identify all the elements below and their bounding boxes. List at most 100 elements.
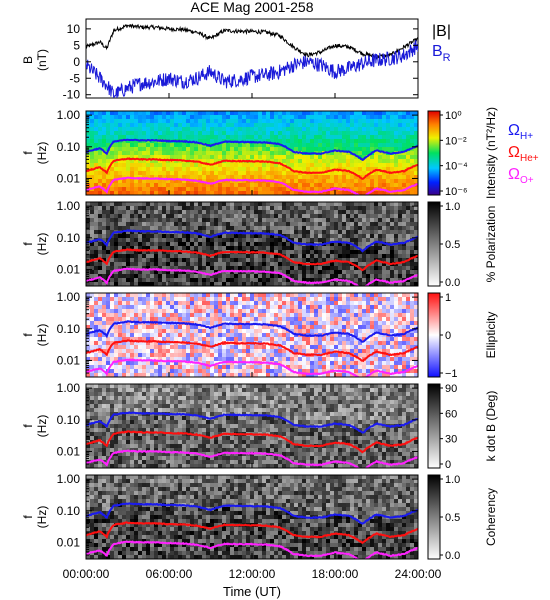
spectrogram-cell	[174, 175, 179, 180]
spectrogram-cell	[146, 313, 151, 318]
spectrogram-cell	[90, 179, 95, 184]
spectrogram-cell	[342, 337, 347, 342]
spectrogram-cell	[282, 214, 287, 219]
spectrogram-cell	[242, 115, 247, 120]
spectrogram-cell	[358, 187, 363, 192]
spectrogram-cell	[346, 333, 351, 338]
spectrogram-cell	[342, 329, 347, 334]
spectrogram-cell	[178, 218, 183, 223]
spectrogram-cell	[158, 226, 163, 231]
spectrogram-cell	[138, 210, 143, 215]
spectrogram-cell	[282, 270, 287, 275]
spectrogram-cell	[250, 151, 255, 156]
spectrogram-cell	[278, 214, 283, 219]
spectrogram-cell	[266, 119, 271, 124]
spectrogram-cell	[110, 123, 115, 128]
spectrogram-cell	[90, 297, 95, 302]
spectrogram-cell	[406, 175, 411, 180]
gyrofrequency-oplus-line	[86, 267, 418, 286]
spectrogram-cell	[202, 282, 207, 286]
spectrogram-cell	[98, 345, 103, 350]
spectrogram-cell	[390, 175, 395, 180]
spectrogram-cell	[102, 163, 107, 168]
spectrogram-cell	[378, 135, 383, 140]
spectrogram-cell	[294, 361, 299, 366]
spectrogram-cell	[302, 230, 307, 235]
spectrogram-cell	[122, 183, 127, 188]
spectrogram-cell	[266, 337, 271, 342]
spectrogram-cell	[94, 234, 99, 239]
spectrogram-cell	[286, 258, 291, 263]
spectrogram-cell	[202, 151, 207, 156]
spectrogram-cell	[398, 234, 403, 239]
spectrogram-cell	[398, 230, 403, 235]
spectrogram-cell	[106, 183, 111, 188]
spectrogram-cell	[246, 365, 251, 370]
spectrogram-cell	[154, 147, 159, 152]
spectrogram-cell	[370, 230, 375, 235]
spectrogram-cell	[402, 262, 407, 267]
spectrogram-cell	[394, 183, 399, 188]
spectrogram-cell	[366, 163, 371, 168]
spectrogram-cell	[134, 127, 139, 132]
spectrogram-cell	[350, 282, 355, 286]
spectrogram-cell	[226, 313, 231, 318]
spectrogram-cell	[318, 282, 323, 286]
spectrogram-cell	[214, 206, 219, 211]
spectrogram-cell	[106, 115, 111, 120]
spectrogram-cell	[322, 226, 327, 231]
spectrogram-cell	[226, 175, 231, 180]
spectrogram-cell	[118, 179, 123, 184]
spectrogram-cell	[246, 167, 251, 172]
spectrogram-cell	[234, 317, 239, 322]
spectrogram-cell	[306, 135, 311, 140]
spectrogram-cell	[222, 127, 227, 132]
spectrogram-cell	[394, 278, 399, 283]
spectrogram-cell	[94, 171, 99, 176]
spectrogram-cell	[118, 317, 123, 322]
spectrogram-cell	[150, 270, 155, 275]
spectrogram-cell	[118, 222, 123, 227]
colorbar-tick-label: 1.0	[445, 201, 460, 213]
spectrogram-cell	[106, 206, 111, 211]
spectrogram-cell	[90, 234, 95, 239]
spectrogram-cell	[262, 254, 267, 259]
spectrogram-cell	[346, 317, 351, 322]
spectrogram-cell	[158, 234, 163, 239]
spectrogram-cell	[126, 270, 131, 275]
spectrogram-cell	[306, 234, 311, 239]
spectrogram-cell	[218, 309, 223, 314]
spectrogram-cell	[230, 325, 235, 330]
spectrogram-cell	[266, 246, 271, 251]
spectrogram-cell	[366, 270, 371, 275]
spectrogram-cell	[398, 187, 403, 192]
spectrogram-cell	[202, 115, 207, 120]
spectrogram-cell	[294, 309, 299, 314]
spectrogram-cell	[294, 214, 299, 219]
spectrogram-cell	[302, 266, 307, 271]
spectrogram-cell	[154, 226, 159, 231]
spectrogram-cell	[138, 119, 143, 124]
spectrogram-cell	[278, 369, 283, 374]
spectrogram-cell	[366, 206, 371, 211]
spectrogram-cell	[230, 357, 235, 362]
spectrogram-cell	[402, 115, 407, 120]
spectrogram-cell	[190, 183, 195, 188]
spectrogram-cell	[170, 119, 175, 124]
spectrogram-cell	[382, 147, 387, 152]
spectrogram-cell	[270, 329, 275, 334]
spectrogram-cell	[194, 353, 199, 358]
spectrogram-cell	[146, 365, 151, 370]
spectrogram-cell	[202, 226, 207, 231]
spectrogram-cell	[134, 218, 139, 223]
spectrogram-cell	[242, 305, 247, 310]
spectrogram-cell	[346, 329, 351, 334]
spectrogram-cell	[414, 151, 418, 156]
spectrogram-cell	[298, 167, 303, 172]
spectrogram-cell	[134, 214, 139, 219]
spectrogram-cell	[374, 155, 379, 160]
spectrogram-cell	[146, 147, 151, 152]
spectrogram-cell	[354, 127, 359, 132]
spectrogram-cell	[366, 123, 371, 128]
spectrogram-cell	[250, 309, 255, 314]
